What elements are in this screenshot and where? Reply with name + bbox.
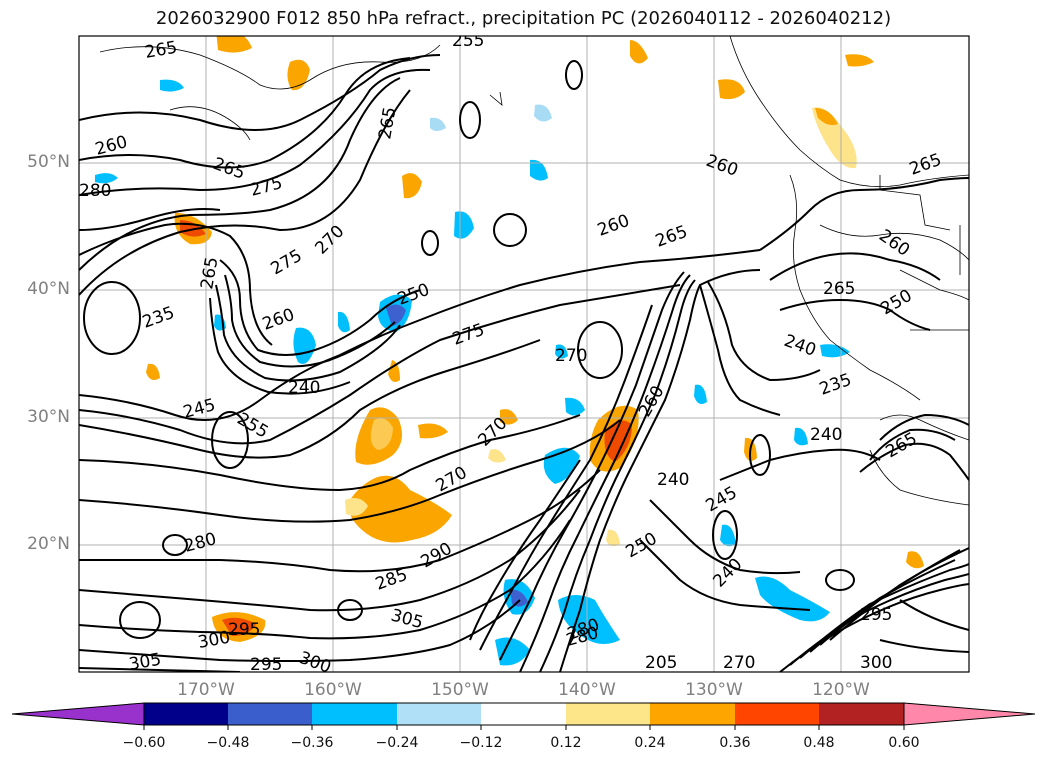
colorbar-tick: −0.60 [122,735,166,751]
lat-label-20n: 20°N [27,534,70,554]
contour-label: 305 [127,650,162,675]
lon-label-170w: 170°W [177,680,235,700]
map-frame [78,35,970,673]
colorbar [11,702,1036,730]
contour-label: 240 [810,425,842,445]
lat-label-30n: 30°N [27,407,70,427]
colorbar-tick: −0.24 [375,735,419,751]
refractivity-contours [79,54,969,672]
colorbar-tick: 0.36 [719,735,751,751]
contour-label: 295 [228,620,260,640]
lat-label-40n: 40°N [27,279,70,299]
contour-label: 255 [452,31,484,51]
lon-label-140w: 140°W [558,680,616,700]
lon-label-160w: 160°W [304,680,362,700]
contour-label: 240 [288,378,320,398]
contour-label: 300 [860,653,892,673]
colorbar-tick: −0.48 [206,735,250,751]
contour-label: 265 [823,279,855,299]
contour-label: 295 [860,605,892,625]
lon-label-150w: 150°W [431,680,489,700]
colorbar-tick: 0.24 [634,735,666,751]
lon-label-130w: 130°W [685,680,743,700]
precip-shading [95,36,924,666]
lat-label-50n: 50°N [27,152,70,172]
contour-label: 270 [555,346,587,366]
lon-label-120w: 120°W [812,680,870,700]
map-title: 2026032900 F012 850 hPa refract., precip… [155,8,892,29]
contour-label: 295 [250,655,282,675]
colorbar-tick: 0.60 [888,735,920,751]
contour-label: 205 [645,653,677,673]
map-plot-area: 265 255 265 260 265 275 280 270 275 265 … [79,31,969,675]
colorbar-tick: 0.12 [550,735,582,751]
colorbar-tick: −0.12 [459,735,503,751]
contour-label: 270 [723,653,755,673]
contour-label: 280 [79,181,111,201]
colorbar-tick: 0.48 [803,735,835,751]
contour-label: 240 [657,470,689,490]
colorbar-tick: −0.36 [290,735,334,751]
graticule [79,36,969,672]
